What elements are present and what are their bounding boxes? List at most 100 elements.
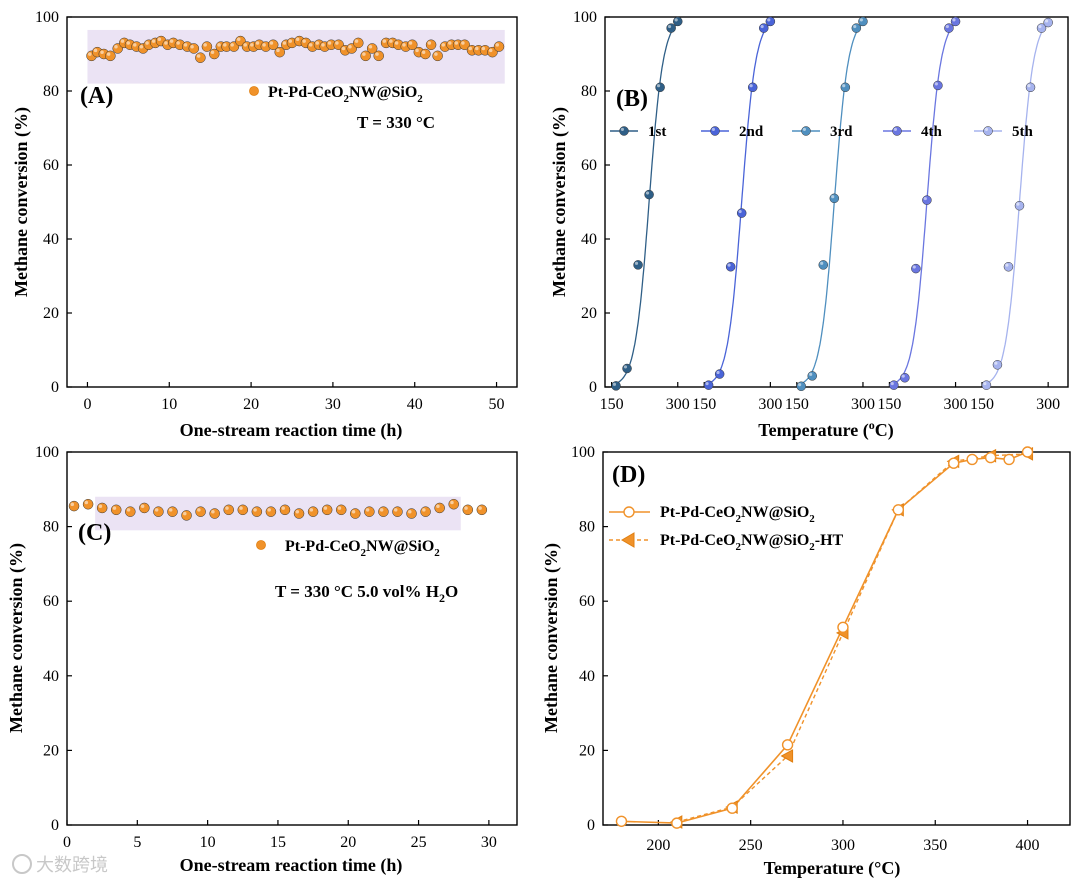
data-point-a-shine	[106, 52, 111, 56]
data-point-a-shine	[421, 50, 426, 54]
y-tick-label-d: 100	[571, 444, 595, 461]
x-tick-label-b: 300	[758, 396, 782, 413]
x-tick-label-a: 50	[489, 396, 505, 413]
data-point-a	[373, 50, 384, 62]
data-point-a	[188, 43, 200, 54]
x-tick-label-b: 300	[944, 396, 968, 413]
y-axis-title-d: Methane conversion (%)	[541, 543, 562, 733]
x-axis-title-c: One-stream reaction time (h)	[180, 855, 403, 876]
watermark-text: 大数跨境	[36, 855, 108, 876]
data-point-c	[476, 504, 488, 516]
data-point-b-shine	[994, 361, 998, 365]
data-point-b	[611, 381, 621, 391]
y-tick-label-d: 60	[579, 593, 595, 610]
data-point-d-ht	[780, 749, 794, 763]
data-point-b	[911, 263, 921, 274]
legend-marker-b-shine	[620, 127, 624, 131]
data-point-c-body	[350, 508, 361, 519]
data-point-d-main	[892, 504, 905, 516]
data-point-b-body	[736, 208, 747, 218]
data-point-c	[420, 506, 431, 517]
legend-label-d-1: Pt-Pd-CeO2NW@SiO2	[660, 504, 815, 525]
data-point-a-shine	[402, 43, 406, 47]
data-point-b-body	[992, 360, 1003, 370]
data-point-b	[765, 16, 776, 27]
data-point-a-shine	[288, 39, 292, 43]
data-point-a	[407, 39, 418, 50]
data-point-a	[459, 39, 470, 50]
data-point-c-shine	[112, 506, 117, 510]
x-tick-label-d: 350	[923, 837, 947, 854]
data-points-a	[86, 35, 505, 63]
x-tick-label-b: 300	[851, 396, 875, 413]
legend-marker-a	[249, 86, 259, 96]
data-point-b-body	[666, 23, 676, 33]
data-point-b	[655, 82, 665, 93]
data-point-b-shine	[901, 374, 905, 378]
x-tick-label-d: 250	[739, 837, 763, 854]
data-point-a-shine	[243, 43, 247, 47]
data-point-b	[1025, 82, 1036, 93]
data-point-a-shine	[126, 41, 130, 45]
y-tick-label-b: 40	[581, 231, 597, 248]
plot-frame-d	[602, 451, 1071, 826]
data-point-a	[420, 48, 431, 60]
data-point-b	[944, 23, 954, 33]
data-point-d-main	[948, 457, 960, 469]
data-point-a-shine	[100, 50, 104, 54]
y-tick-label-c: 60	[43, 593, 59, 610]
data-point-b-shine	[634, 261, 639, 265]
data-point-b-shine	[667, 24, 672, 29]
data-point-a-shine	[120, 39, 125, 43]
data-point-b-shine	[890, 382, 894, 386]
data-point-a-shine	[468, 46, 472, 51]
data-point-a-shine	[488, 48, 493, 53]
data-point-a-shine	[415, 48, 419, 53]
data-point-b	[818, 260, 829, 270]
data-point-a-body	[201, 41, 213, 52]
data-point-c-shine	[154, 508, 159, 512]
data-point-c-body	[392, 506, 403, 517]
y-tick-label-b: 60	[581, 157, 597, 174]
data-point-a-shine	[308, 43, 313, 47]
data-point-a	[209, 48, 220, 60]
data-point-c	[321, 504, 333, 516]
data-point-b-shine	[716, 370, 720, 375]
data-point-c-body	[335, 504, 347, 516]
data-point-c-shine	[323, 506, 328, 510]
data-point-c-shine	[140, 504, 145, 508]
data-point-a-shine	[327, 41, 332, 45]
data-point-c-body	[279, 504, 291, 516]
data-point-b	[725, 262, 736, 272]
data-point-b	[633, 260, 643, 270]
legend-marker-b-shine	[893, 127, 897, 131]
data-point-b-shine	[738, 209, 742, 214]
data-point-c-shine	[379, 508, 384, 512]
data-point-a-shine	[183, 43, 188, 47]
data-point-a-body	[420, 48, 431, 60]
data-point-a-shine	[354, 39, 359, 43]
data-point-a	[353, 37, 364, 49]
data-point-b	[807, 371, 817, 381]
data-point-b-shine	[749, 84, 753, 88]
data-point-d-main	[1003, 453, 1015, 466]
x-tick-label-a: 20	[243, 396, 259, 413]
data-point-b-body	[725, 262, 736, 272]
y-tick-label-c: 20	[43, 742, 59, 759]
y-tick-label-a: 40	[43, 231, 59, 248]
axis-ticks-d: 0 20 40 60 80 100 200 250 300 350 400	[571, 444, 1040, 854]
y-tick-label-b: 80	[581, 83, 597, 100]
data-point-c-body	[476, 504, 488, 516]
data-point-b-body	[714, 369, 725, 379]
data-point-a	[267, 39, 279, 50]
data-point-c-body	[209, 508, 220, 519]
data-point-d-main	[615, 815, 628, 827]
data-point-a-shine	[441, 43, 445, 47]
data-point-a-shine	[461, 41, 465, 45]
plot-frame-c	[66, 451, 518, 826]
data-point-a-shine	[434, 52, 438, 56]
data-point-c-body	[167, 506, 178, 517]
data-point-b	[703, 380, 714, 390]
data-point-c-shine	[211, 510, 215, 514]
